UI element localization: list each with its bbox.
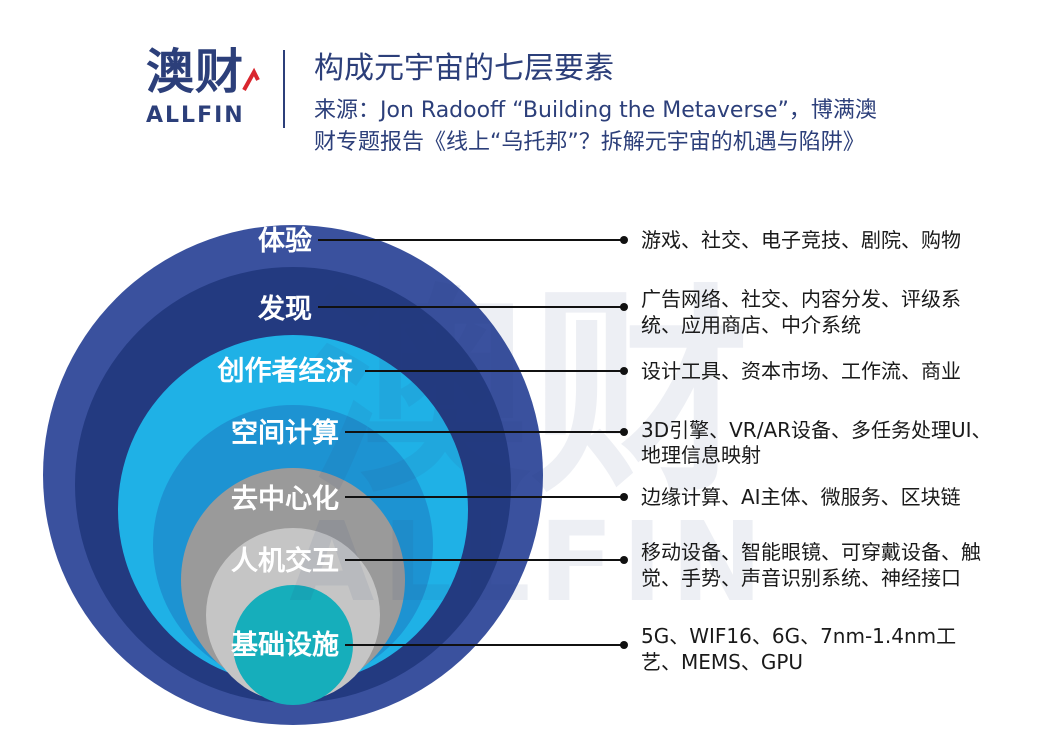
circle-layer-infrastructure — [233, 585, 353, 705]
connector-dot-discovery — [620, 303, 628, 311]
source-citation: 来源：Jon Radooff “Building the Metaverse”，… — [314, 95, 1014, 159]
layer-label-decentralization: 去中心化 — [231, 484, 339, 515]
layer-desc-infrastructure-line-2: 艺、MEMS、GPU — [641, 650, 803, 674]
connector-dots — [620, 236, 628, 649]
logo-english-text: ALLFIN — [146, 103, 245, 128]
layer-desc-creator-economy: 设计工具、资本市场、工作流、商业 — [641, 359, 961, 383]
layer-label-discovery: 发现 — [257, 293, 312, 325]
connector-dot-spatial-computing — [620, 428, 628, 436]
page-title: 构成元宇宙的七层要素 — [314, 51, 614, 86]
layer-desc-spatial-computing-line-1: 3D引擎、VR/AR设备、多任务处理UI、 — [641, 418, 992, 442]
layer-label-experience: 体验 — [258, 225, 312, 257]
layer-desc-infrastructure-line-1: 5G、WIF16、6G、7nm-1.4nm工 — [641, 624, 956, 648]
connector-dot-decentralization — [620, 493, 628, 501]
layer-label-creator-economy: 创作者经济 — [217, 355, 354, 387]
connector-dot-creator-economy — [620, 367, 628, 375]
header-divider — [283, 50, 285, 128]
layer-desc-experience: 游戏、社交、电子竞技、剧院、购物 — [641, 228, 961, 252]
layer-desc-discovery-line-1: 广告网络、社交、内容分发、评级系 — [641, 287, 961, 311]
watermark: 澳财 ALLFIN — [289, 266, 770, 626]
layer-label-spatial-computing: 空间计算 — [231, 417, 339, 449]
source-line-2: 财专题报告《线上“乌托邦”？拆解元宇宙的机遇与陷阱》 — [314, 130, 865, 155]
source-line-1: 来源：Jon Radooff “Building the Metaverse”，… — [314, 98, 877, 123]
watermark-english: ALLFIN — [289, 498, 770, 626]
logo-arrow-mark — [242, 67, 260, 91]
connector-dot-infrastructure — [620, 641, 628, 649]
layer-desc-discovery-line-2: 统、应用商店、中介系统 — [641, 313, 861, 337]
connector-lines — [318, 239, 624, 646]
layer-label-human-interface: 人机交互 — [231, 545, 339, 577]
logo-chinese-text: 澳财 — [146, 44, 245, 100]
layer-desc-human-interface-line-1: 移动设备、智能眼镜、可穿戴设备、触 — [641, 540, 981, 564]
watermark-chinese: 澳财 — [310, 266, 750, 522]
allfin-logo: 澳财 ALLFIN — [146, 44, 276, 130]
layer-desc-human-interface-line-2: 觉、手势、声音识别系统、神经接口 — [641, 566, 961, 590]
connector-dot-human-interface — [620, 556, 628, 564]
layer-desc-spatial-computing-line-2: 地理信息映射 — [641, 443, 761, 467]
connector-dot-experience — [620, 236, 628, 244]
layer-label-infrastructure: 基础设施 — [231, 630, 339, 661]
layer-desc-decentralization: 边缘计算、AI主体、微服务、区块链 — [641, 485, 961, 509]
